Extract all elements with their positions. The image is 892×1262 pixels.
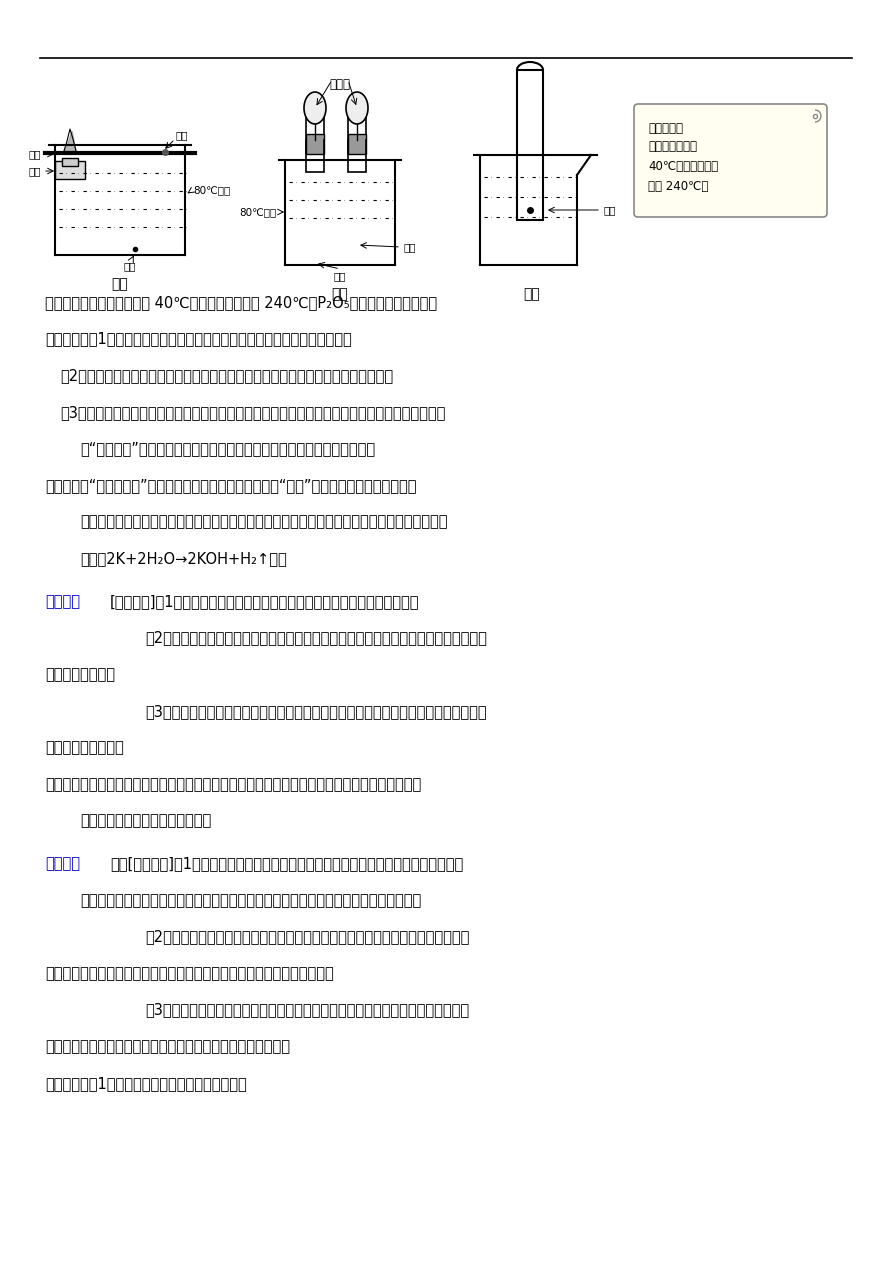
Text: 瞈气球: 瞈气球 <box>329 78 351 91</box>
Text: 图三: 图三 <box>524 286 541 302</box>
Bar <box>348 107 366 172</box>
Text: 白磷: 白磷 <box>334 271 346 281</box>
Text: （3）白磷的温度达到了着火点而没能和氧气接触，燃烧需要氧气支持，故试管内提供的: （3）白磷的温度达到了着火点而没能和氧气接触，燃烧需要氧气支持，故试管内提供的 <box>145 704 487 718</box>
Text: 拓展运用：“水火不相容”是指水能灭火，其实水有时也可以“生火”，比如销遇水会立刻着火，: 拓展运用：“水火不相容”是指水能灭火，其实水有时也可以“生火”，比如销遇水会立刻… <box>45 478 417 493</box>
Ellipse shape <box>346 92 368 124</box>
Text: 40℃，红磷的着火: 40℃，红磷的着火 <box>648 160 718 173</box>
Text: 图一: 图一 <box>112 276 128 292</box>
Text: 是燃烧需要的氧气；: 是燃烧需要的氧气； <box>45 741 124 755</box>
Bar <box>306 107 324 172</box>
Text: 查阅资料：: 查阅资料： <box>648 122 683 135</box>
Text: 红磷: 红磷 <box>175 130 187 140</box>
Text: 交流讨论：（1）图一实验中水的作用是＿加热锐片和隔绍空气（或氧气）＿。: 交流讨论：（1）图一实验中水的作用是＿加热锐片和隔绍空气（或氧气）＿。 <box>45 332 351 347</box>
Text: 点是 240℃。: 点是 240℃。 <box>648 180 708 193</box>
Text: 磷提供相同的温度；此外还可使水中的白磷与外界空气隔绍，与锐片上的白磷加以对比；: 磷提供相同的温度；此外还可使水中的白磷与外界空气隔绍，与锐片上的白磷加以对比； <box>80 892 421 907</box>
Ellipse shape <box>304 92 326 124</box>
Polygon shape <box>64 131 76 151</box>
Text: （2）图二装置与图一装置相比，其优点是＿能防止白磷燃烧产生的白烟污染空气＿。: （2）图二装置与图一装置相比，其优点是＿能防止白磷燃烧产生的白烟污染空气＿。 <box>60 369 393 384</box>
Text: 白磷: 白磷 <box>603 204 615 215</box>
Text: （3）将装有某气体的大试管管口朝下垂直插入水中，使管口罩住白磷（如图三所示），结果观察到: （3）将装有某气体的大试管管口朝下垂直插入水中，使管口罩住白磷（如图三所示），结… <box>60 405 445 420</box>
Text: 红磷: 红磷 <box>403 242 416 252</box>
Text: 白磷的着火点是: 白磷的着火点是 <box>648 140 697 153</box>
Text: 式为＿2K+2H₂O→2KOH+H₂↑＿。: 式为＿2K+2H₂O→2KOH+H₂↑＿。 <box>80 551 286 567</box>
Text: 查阅资料：白磷的着火点是 40℃，红磷的着火点是 240℃；P₂O₅能溶于水，且有毒性。: 查阅资料：白磷的着火点是 40℃，红磷的着火点是 240℃；P₂O₅能溶于水，且… <box>45 295 437 310</box>
Text: 二磷污染环境，而图一的燃烧产物直接排入到空气中，对空气会造成污染；: 二磷污染环境，而图一的燃烧产物直接排入到空气中，对空气会造成污染； <box>45 965 334 981</box>
Text: （3）试管内应为空气或氧气，以满足磷燃烧所需要的氧气；该反应放出的热量使销: （3）试管内应为空气或氧气，以满足磷燃烧所需要的氧气；该反应放出的热量使销 <box>145 1002 469 1017</box>
Text: 因为销遇水生成氢氧化销和氢气，该反应是＿放热＿（填吸热或放热）反应，该反应的化学方程: 因为销遇水生成氢氧化销和氢气，该反应是＿放热＿（填吸热或放热）反应，该反应的化学… <box>80 515 448 530</box>
Bar <box>55 162 85 179</box>
Text: （2）图二中磷放入密闭的试管中，试管上套了气球，可以防止燃烧后生成的五氧化: （2）图二中磷放入密闭的试管中，试管上套了气球，可以防止燃烧后生成的五氧化 <box>145 929 469 944</box>
Bar <box>62 158 78 167</box>
Text: （2）对比图一、图二，图二把磷放入密闭的试管中进行实验，可以防止生成的五氧化二: （2）对比图一、图二，图二把磷放入密闭的试管中进行实验，可以防止生成的五氧化二 <box>145 631 487 645</box>
Text: [交流讨论]（1）根据图示分析可知水提供了热量并使白磷与外界的空气隔绍；: [交流讨论]（1）根据图示分析可知水提供了热量并使白磷与外界的空气隔绍； <box>110 594 419 608</box>
Text: 白磷: 白磷 <box>29 149 41 159</box>
Text: 【解答】: 【解答】 <box>45 856 80 871</box>
Text: 白磷: 白磷 <box>124 261 136 271</box>
Bar <box>306 134 324 154</box>
Text: 80℃热水: 80℃热水 <box>240 207 277 217</box>
Text: 图二: 图二 <box>332 286 349 302</box>
Text: 燃烧所需要温度达到着火点，销的燃烧说明反应放出了热量使销的温度升高至着火点；并据销与水: 燃烧所需要温度达到着火点，销的燃烧说明反应放出了热量使销的温度升高至着火点；并据… <box>45 777 421 791</box>
Text: 了“水火相容”的奇观，则大试管中所装的气体可能是＿空气（或氧气）＿。: 了“水火相容”的奇观，则大试管中所装的气体可能是＿空气（或氧气）＿。 <box>80 442 376 457</box>
Text: 发生反应的反应原理书写方程式。: 发生反应的反应原理书写方程式。 <box>80 814 211 828</box>
Bar <box>348 134 366 154</box>
FancyBboxPatch shape <box>634 103 827 217</box>
Text: 【分析】: 【分析】 <box>45 594 80 608</box>
Bar <box>517 69 543 220</box>
Text: 磷造成空气污染；: 磷造成空气污染； <box>45 668 115 681</box>
Text: 锐片: 锐片 <box>29 167 41 175</box>
Text: 故答案为：（1）加热锐片和隔绍空气（或氧气）；: 故答案为：（1）加热锐片和隔绍空气（或氧气）； <box>45 1075 247 1090</box>
Text: 80℃热水: 80℃热水 <box>193 186 230 196</box>
Text: 解：[交流讨论]（1）锐片能导热，所以图一中的热水起到加热锐片，给锐片上的白磷和红: 解：[交流讨论]（1）锐片能导热，所以图一中的热水起到加热锐片，给锐片上的白磷和… <box>110 856 463 871</box>
Text: 的温度达到销物质的着火点；销与水反应生成氢氧化销和氢气；: 的温度达到销物质的着火点；销与水反应生成氢氧化销和氢气； <box>45 1039 290 1054</box>
